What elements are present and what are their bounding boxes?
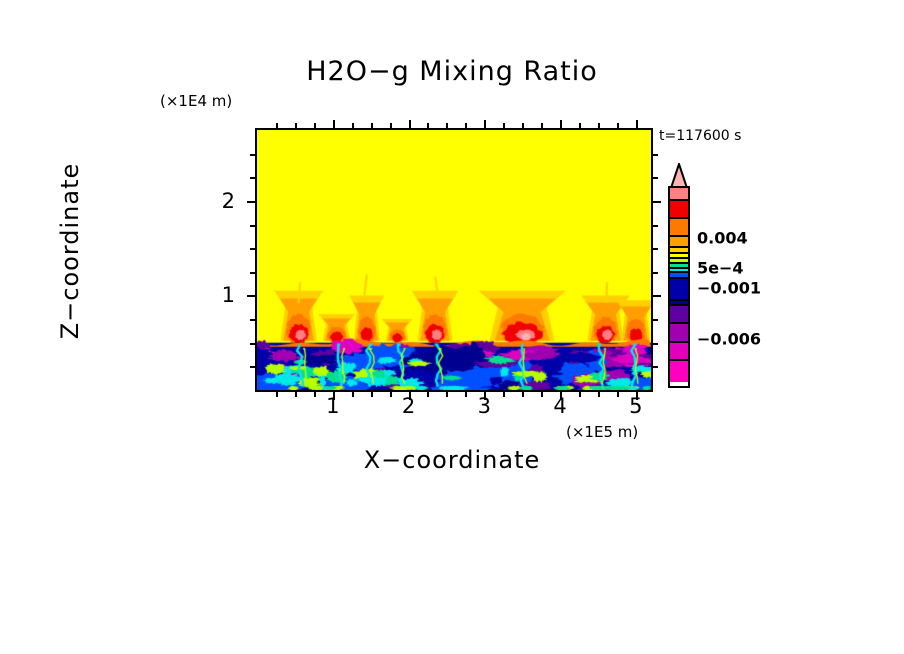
time-stamp-annotation: t=117600 s bbox=[659, 128, 742, 144]
axis-tick bbox=[446, 123, 449, 128]
x-tick-label: 4 bbox=[553, 394, 567, 418]
axis-tick bbox=[653, 319, 658, 322]
colorbar-segment bbox=[670, 247, 688, 255]
y-tick-label: 1 bbox=[221, 283, 235, 308]
axis-tick bbox=[247, 295, 255, 298]
colorbar-segment bbox=[670, 279, 688, 301]
colorbar-tick-label: 5e−4 bbox=[697, 258, 744, 278]
colorbar bbox=[668, 186, 690, 388]
axis-tick bbox=[522, 123, 525, 128]
colorbar-segment bbox=[670, 254, 688, 259]
axis-tick bbox=[250, 224, 255, 227]
axis-tick bbox=[313, 392, 316, 397]
plot-area: 1 2 3 4 5 1 2 bbox=[222, 120, 661, 418]
y-axis-title: Z−coordinate bbox=[56, 162, 84, 340]
colorbar-segment bbox=[670, 342, 688, 362]
axis-tick bbox=[653, 200, 661, 203]
axis-tick bbox=[541, 123, 544, 128]
axis-tick bbox=[616, 392, 619, 397]
colorbar-segment bbox=[670, 258, 688, 265]
axis-tick bbox=[503, 392, 506, 397]
axis-tick bbox=[408, 120, 411, 128]
axis-tick bbox=[250, 342, 255, 345]
x-axis-title: X−coordinate bbox=[363, 446, 541, 474]
axis-tick bbox=[294, 392, 297, 397]
axis-tick bbox=[465, 392, 468, 397]
axis-tick bbox=[597, 123, 600, 128]
colorbar-segment bbox=[670, 264, 688, 270]
axis-tick bbox=[522, 392, 525, 397]
axis-tick bbox=[635, 120, 638, 128]
axis-tick bbox=[484, 120, 487, 128]
axis-tick bbox=[560, 392, 563, 400]
colorbar-segment bbox=[670, 305, 688, 325]
axis-tick bbox=[560, 120, 563, 128]
axis-tick bbox=[370, 392, 373, 397]
axis-tick bbox=[503, 123, 506, 128]
axis-tick bbox=[597, 392, 600, 397]
chart-title: H2O−g Mixing Ratio bbox=[306, 56, 598, 87]
axis-tick bbox=[541, 392, 544, 397]
axis-tick bbox=[484, 392, 487, 400]
x-tick-label: 2 bbox=[401, 394, 416, 418]
colorbar-tick-label: 0.004 bbox=[697, 228, 748, 248]
axis-tick bbox=[351, 392, 354, 397]
axis-tick bbox=[653, 177, 658, 180]
axis-tick bbox=[427, 123, 430, 128]
colorbar-segment bbox=[670, 361, 688, 382]
colorbar-segment bbox=[670, 237, 688, 248]
axis-tick bbox=[351, 123, 354, 128]
axis-tick bbox=[332, 120, 335, 128]
axis-tick bbox=[579, 392, 582, 397]
axis-tick bbox=[408, 392, 411, 400]
axis-tick bbox=[275, 392, 278, 397]
axis-tick bbox=[653, 342, 658, 345]
axis-tick bbox=[294, 123, 297, 128]
axis-tick bbox=[250, 153, 255, 156]
contour-field bbox=[257, 130, 651, 390]
axis-tick bbox=[653, 295, 661, 298]
axis-tick bbox=[389, 392, 392, 397]
axis-tick bbox=[446, 392, 449, 397]
axis-tick bbox=[250, 319, 255, 322]
axis-tick bbox=[275, 123, 278, 128]
colorbar-tick-label: −0.001 bbox=[697, 278, 762, 298]
axis-tick bbox=[635, 392, 638, 400]
axis-tick bbox=[653, 153, 658, 156]
axis-tick bbox=[247, 200, 255, 203]
axis-tick bbox=[616, 123, 619, 128]
axis-tick bbox=[250, 366, 255, 369]
colorbar-segment bbox=[670, 272, 688, 280]
y-axis-unit-label: (×1E4 m) bbox=[160, 92, 233, 110]
colorbar-segment bbox=[670, 218, 688, 238]
axis-tick bbox=[250, 271, 255, 274]
x-axis-unit-label: (×1E5 m) bbox=[566, 423, 639, 441]
axis-tick bbox=[653, 248, 658, 251]
x-tick-label: 1 bbox=[326, 394, 340, 418]
axis-tick bbox=[250, 177, 255, 180]
colorbar-segment bbox=[670, 201, 688, 219]
axis-tick bbox=[389, 123, 392, 128]
colorbar-tick-label: −0.006 bbox=[697, 329, 762, 349]
y-tick-label: 2 bbox=[221, 188, 235, 213]
colorbar-segment bbox=[670, 300, 688, 306]
colorbar-segment bbox=[670, 269, 688, 273]
axis-tick bbox=[250, 248, 255, 251]
x-tick-label: 3 bbox=[477, 394, 491, 418]
axis-tick bbox=[313, 123, 316, 128]
colorbar-segment bbox=[670, 188, 688, 202]
colorbar-segment bbox=[670, 324, 688, 343]
axis-tick bbox=[653, 366, 658, 369]
x-tick-label: 5 bbox=[629, 394, 643, 418]
axis-tick bbox=[653, 271, 658, 274]
axis-tick bbox=[653, 224, 658, 227]
axis-tick bbox=[465, 123, 468, 128]
axis-tick bbox=[427, 392, 430, 397]
axis-tick bbox=[332, 392, 335, 400]
axis-tick bbox=[370, 123, 373, 128]
axis-tick bbox=[579, 123, 582, 128]
